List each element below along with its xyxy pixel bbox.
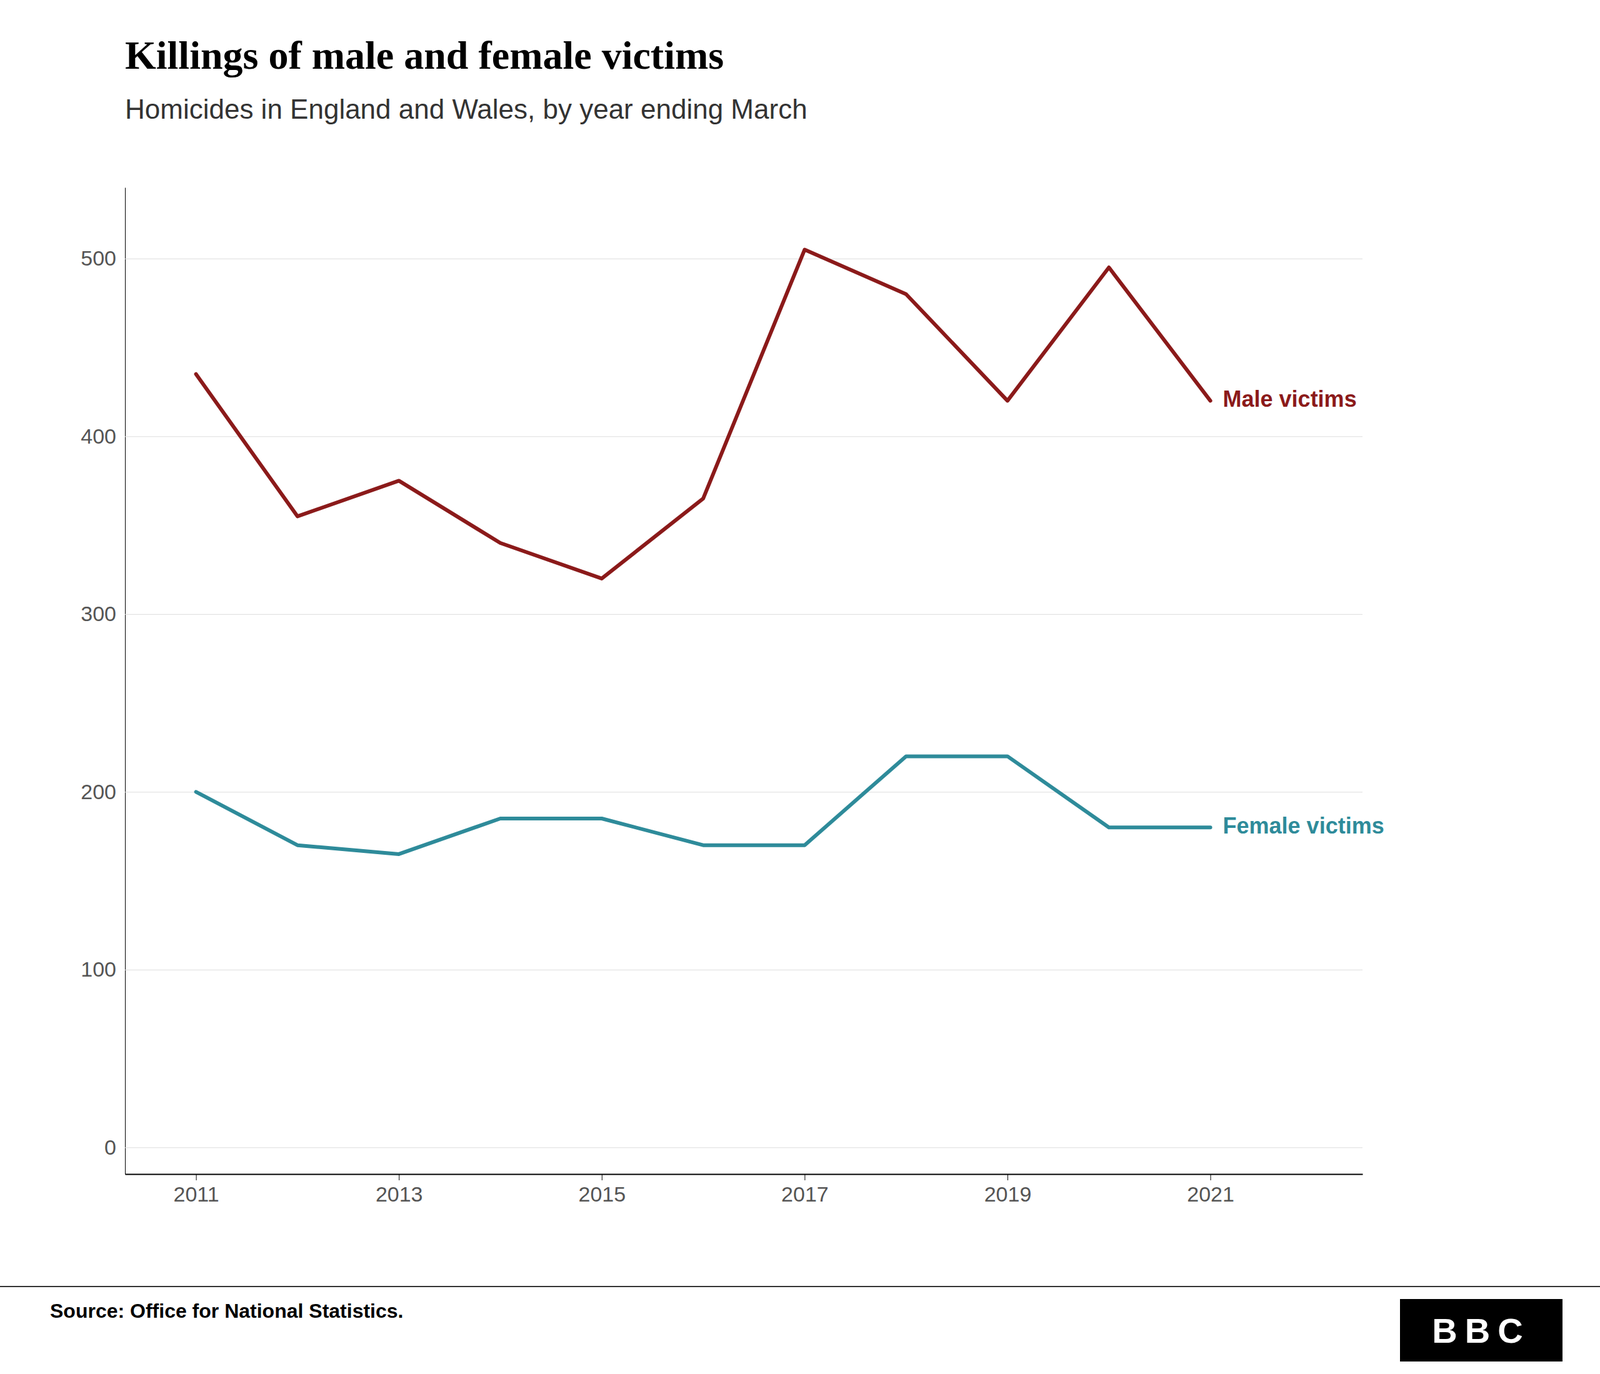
logo-box <box>1400 1299 1563 1362</box>
x-tick-label: 2019 <box>984 1182 1032 1207</box>
y-tick: 200 <box>80 780 1363 804</box>
x-tick-label: 2011 <box>173 1182 220 1207</box>
x-tick: 2019 <box>984 1174 1032 1207</box>
grid-line <box>125 436 1363 437</box>
title: Killings of male and female victims <box>125 33 724 78</box>
x-tick: 2015 <box>578 1174 626 1207</box>
x-tick: 2017 <box>781 1174 829 1207</box>
y-tick-label: 200 <box>80 780 117 804</box>
x-tick-mark <box>804 1174 805 1181</box>
y-tick: 100 <box>80 957 1363 982</box>
x-tick-label: 2013 <box>375 1182 424 1207</box>
separator <box>0 1286 1600 1288</box>
x-tick-mark <box>196 1174 197 1181</box>
y-tick-label: 0 <box>104 1135 117 1160</box>
grid-line <box>125 258 1363 260</box>
grid-line <box>125 614 1363 615</box>
grid-line <box>125 791 1363 793</box>
y-axis-line <box>125 188 126 1175</box>
x-axis-line <box>125 1174 1364 1176</box>
y-tick: 500 <box>80 246 1363 270</box>
y-axis: 0 100 200 300 400 500 <box>80 188 1363 1175</box>
x-tick-label: 2015 <box>578 1182 626 1207</box>
y-tick: 300 <box>80 601 1363 626</box>
plot-area: 0 100 200 300 400 500 2011 2013 2015 2017 2019 2021… <box>80 188 1384 1207</box>
x-axis: 2011 2013 2015 2017 2019 2021 <box>125 1174 1364 1207</box>
y-tick: 0 <box>104 1135 1363 1160</box>
series-group <box>196 250 1211 855</box>
series-line <box>196 250 1211 579</box>
series-line <box>196 756 1211 854</box>
y-tick: 400 <box>80 424 1363 449</box>
x-tick-mark <box>1210 1174 1212 1181</box>
x-tick-mark <box>398 1174 400 1181</box>
x-tick: 2013 <box>375 1174 424 1207</box>
x-tick-label: 2017 <box>781 1182 829 1207</box>
x-tick-label: 2021 <box>1186 1182 1235 1207</box>
subtitle: Homicides in England and Wales, by year … <box>125 93 808 125</box>
x-tick-mark <box>601 1174 603 1181</box>
grid-line <box>125 970 1363 971</box>
x-tick: 2021 <box>1186 1174 1235 1207</box>
y-tick-label: 100 <box>80 957 117 982</box>
grid-line <box>125 1147 1363 1149</box>
x-tick-mark <box>1007 1174 1009 1181</box>
series-label: Male victims <box>1223 386 1357 412</box>
y-tick-label: 400 <box>80 424 117 449</box>
y-tick-label: 500 <box>80 246 117 270</box>
source: Source: Office for National Statistics. <box>50 1300 404 1323</box>
series-label: Female victims <box>1223 813 1385 839</box>
logo: BBC <box>1431 1311 1530 1351</box>
series-labels: Male victims Female victims <box>1223 386 1385 839</box>
chart: Killings of male and female victims Homic… <box>0 0 1600 1374</box>
y-tick-label: 300 <box>80 601 117 626</box>
x-tick: 2011 <box>173 1174 220 1207</box>
